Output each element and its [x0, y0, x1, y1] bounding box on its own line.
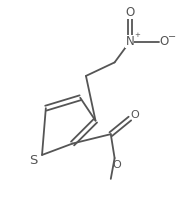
Text: O: O — [125, 6, 134, 19]
Text: +: + — [135, 32, 140, 38]
Text: O: O — [160, 35, 169, 48]
Text: −: − — [168, 32, 176, 42]
Text: S: S — [29, 154, 38, 167]
Text: O: O — [130, 110, 139, 120]
Text: O: O — [112, 160, 121, 170]
Text: N: N — [125, 35, 134, 48]
